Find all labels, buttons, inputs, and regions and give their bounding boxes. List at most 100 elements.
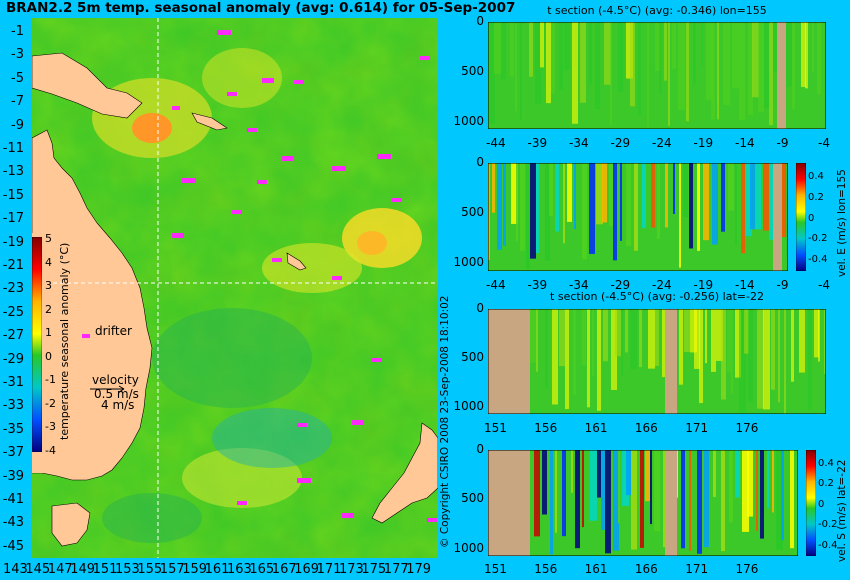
section-side-label: vel. S (m/s) lat=-22 <box>836 459 848 562</box>
lat-tick-label: -11 <box>2 141 24 156</box>
colorbar-tick-label: -4 <box>45 443 56 457</box>
depth-tick-label: 500 <box>461 349 484 364</box>
lon-tick-label: 143 <box>3 562 28 577</box>
map-colorbar <box>32 237 42 452</box>
cool-anomaly-patch <box>212 408 332 468</box>
lat-tick-label: -43 <box>2 515 24 531</box>
lon-tick-label: 145 <box>25 562 51 577</box>
velocity-value: 0.5 m/s <box>94 387 139 401</box>
section-x-tick-label: -44 <box>486 278 506 292</box>
colorbar-tick-label: -1 <box>45 373 56 386</box>
lon-tick-label: 179 <box>406 562 432 577</box>
colorbar-tick-label: 2 <box>45 302 52 316</box>
section-x-tick-label: -4 <box>818 278 830 292</box>
depth-tick-label: 1000 <box>453 540 484 555</box>
lon-tick-label: 163 <box>227 562 252 577</box>
section-x-tick-label: 151 <box>484 421 507 435</box>
lat-tick-label: -39 <box>2 468 24 484</box>
section-title: t section (-4.5°C) (avg: -0.346) lon=155 <box>547 4 767 17</box>
colorbar-tick-label: 1 <box>45 326 52 339</box>
warm-anomaly-patch <box>202 48 282 108</box>
section-x-tick-label: -4 <box>818 136 830 150</box>
lat-tick-label: -23 <box>2 281 24 297</box>
lat-tick-label: -31 <box>2 375 24 390</box>
section-x-tick-label: -19 <box>693 278 714 292</box>
lat-tick-label: -7 <box>11 94 24 110</box>
lat-tick-label: -33 <box>2 398 24 414</box>
section-x-tick-label: -24 <box>652 136 672 150</box>
drifter-label: drifter <box>95 324 132 338</box>
section-x-tick-label: 176 <box>735 562 759 576</box>
velocity-colorbar-tick: -0.2 <box>808 233 828 245</box>
cool-anomaly-patch <box>102 493 202 543</box>
warm-anomaly-patch <box>262 243 362 293</box>
lon-tick-label: 159 <box>182 562 208 577</box>
section-x-tick-label: 156 <box>534 421 558 435</box>
land-new-zealand <box>371 422 438 524</box>
lat-tick-label: -21 <box>2 258 24 273</box>
depth-tick-label: 0 <box>476 301 484 315</box>
velocity-colorbar-tick: 0.4 <box>808 171 824 182</box>
colorbar-tick-label: 4 <box>45 255 52 269</box>
section-plot <box>488 309 826 414</box>
lon-tick-label: 157 <box>159 562 185 577</box>
section-x-tick-label: 176 <box>735 421 759 435</box>
lon-tick-label: 165 <box>249 562 275 577</box>
section-x-tick-label: -29 <box>610 136 631 150</box>
section-x-tick-label: 166 <box>634 421 658 435</box>
section-title: t section (-4.5°C) (avg: -0.256) lat=-22 <box>550 290 764 303</box>
lon-tick-label: 153 <box>115 562 140 577</box>
section-x-tick-label: -34 <box>569 278 589 292</box>
section-x-tick-label: -14 <box>735 136 755 150</box>
section-x-tick-label: 161 <box>584 421 608 435</box>
velocity-colorbar-tick: 0.4 <box>818 458 834 469</box>
section-x-tick-label: 151 <box>484 562 507 576</box>
lon-tick-label: 161 <box>204 562 230 577</box>
section-x-tick-label: 171 <box>685 562 709 576</box>
colorbar-tick-label: -3 <box>45 420 56 433</box>
lat-tick-label: -37 <box>2 445 24 461</box>
page-title: BRAN2.2 5m temp. seasonal anomaly (avg: … <box>6 0 516 16</box>
copyright-text: © Copyright CSIRO 2008 23-Sep-2008 18:10… <box>439 295 451 548</box>
lon-tick-label: 175 <box>361 562 387 577</box>
colorbar-label: temperature seasonal anomaly (°C) <box>58 242 71 440</box>
lat-tick-label: -29 <box>2 351 24 367</box>
lat-tick-label: -9 <box>11 117 24 133</box>
section-x-tick-label: -24 <box>652 278 672 292</box>
lon-tick-label: 169 <box>294 562 320 577</box>
lon-tick-label: 151 <box>92 562 118 577</box>
velocity-value-2: 4 m/s <box>101 398 135 412</box>
warm-anomaly-patch <box>357 231 387 255</box>
lon-tick-label: 171 <box>316 562 342 577</box>
section-side-label: vel. E (m/s) lon=155 <box>836 169 848 277</box>
velocity-colorbar-tick: -0.2 <box>818 519 838 531</box>
lat-tick-label: -25 <box>2 304 24 320</box>
section-plot <box>488 450 798 556</box>
lat-tick-label: -5 <box>11 70 24 86</box>
section-x-tick-label: -39 <box>527 136 548 150</box>
lon-tick-label: 155 <box>137 562 163 577</box>
colorbar-tick-label: 5 <box>45 232 52 245</box>
lat-tick-label: -3 <box>11 47 24 63</box>
land-solomon-islands <box>191 112 228 131</box>
depth-tick-label: 1000 <box>453 398 484 413</box>
depth-tick-label: 1000 <box>453 113 484 128</box>
anomaly-map <box>32 18 438 558</box>
depth-tick-label: 500 <box>461 205 484 220</box>
section-x-tick-label: -39 <box>527 278 548 292</box>
lat-tick-label: -27 <box>2 328 24 344</box>
section-x-tick-label: -9 <box>776 136 789 150</box>
colorbar-tick-label: 3 <box>45 279 52 292</box>
lat-tick-label: -35 <box>2 421 24 437</box>
section-plot <box>488 163 788 271</box>
lat-tick-label: -45 <box>2 538 24 554</box>
lat-tick-label: -19 <box>2 234 24 250</box>
land-cape-york <box>32 129 153 481</box>
section-x-tick-label: -34 <box>569 136 589 150</box>
lon-tick-label: 149 <box>70 562 96 577</box>
section-x-tick-label: 166 <box>634 562 658 576</box>
section-x-tick-label: 161 <box>584 562 608 576</box>
section-x-tick-label: -9 <box>776 278 789 292</box>
land-new-guinea <box>32 52 143 119</box>
velocity-colorbar <box>806 450 816 556</box>
